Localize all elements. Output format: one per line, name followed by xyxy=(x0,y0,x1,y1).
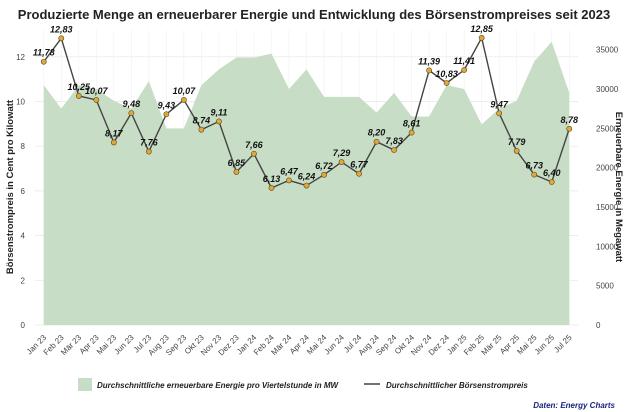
price-point xyxy=(93,97,100,103)
price-data-label: 10,07 xyxy=(85,86,109,96)
price-point xyxy=(75,93,82,99)
price-point xyxy=(58,35,65,42)
price-data-label: 7,29 xyxy=(333,148,351,158)
price-data-label: 6,13 xyxy=(263,174,281,184)
price-point xyxy=(163,111,170,118)
y-right-tick: 15000 xyxy=(596,203,619,212)
legend: Durchschnittliche erneuerbare Energie pr… xyxy=(78,378,528,391)
price-point xyxy=(513,148,520,154)
price-data-label: 9,48 xyxy=(123,99,141,109)
price-point xyxy=(566,125,573,132)
price-point xyxy=(531,171,538,178)
y-right-tick: 30000 xyxy=(596,85,619,94)
price-data-label: 10,07 xyxy=(173,86,197,96)
price-point xyxy=(251,150,257,157)
price-point xyxy=(40,58,47,65)
price-point xyxy=(548,179,555,185)
y-right-tick: 10000 xyxy=(596,242,619,251)
price-data-label: 8,17 xyxy=(105,128,124,138)
price-point xyxy=(478,34,485,41)
legend-area-label: Durchschnittliche erneuerbare Energie pr… xyxy=(97,381,340,390)
price-data-label: 8,78 xyxy=(560,115,578,125)
price-point xyxy=(110,139,117,146)
price-data-label: 7,83 xyxy=(385,136,403,146)
price-data-label: 12,85 xyxy=(470,24,494,34)
price-data-label: 6,24 xyxy=(298,172,316,182)
price-point xyxy=(391,147,397,153)
price-point xyxy=(180,97,187,103)
price-point xyxy=(338,159,345,165)
y-right-tick: 5000 xyxy=(596,282,614,291)
price-point xyxy=(303,182,310,189)
price-data-label: 12,83 xyxy=(50,24,73,34)
legend-area-swatch xyxy=(78,378,92,391)
price-data-label: 8,74 xyxy=(193,116,211,126)
price-data-label: 8,61 xyxy=(403,119,421,129)
source-note: Daten: Energy Charts xyxy=(533,401,615,410)
price-data-label: 11,78 xyxy=(33,48,55,58)
chart-title: Produzierte Menge an erneuerbarer Energi… xyxy=(18,7,610,22)
y-left-tick: 6 xyxy=(21,187,26,196)
price-point xyxy=(286,177,292,184)
price-data-label: 6,47 xyxy=(280,166,299,176)
price-data-label: 6,72 xyxy=(315,161,333,171)
price-point xyxy=(198,126,205,133)
price-point xyxy=(268,185,275,191)
price-point xyxy=(443,80,450,86)
x-tick: Jun 23 xyxy=(112,333,136,357)
y-right-axis-label: Erneuerbare Energie in Megawatt xyxy=(613,112,624,263)
price-data-label: 11,41 xyxy=(453,56,475,66)
price-data-label: 7,79 xyxy=(508,137,526,147)
price-data-label: 11,39 xyxy=(418,56,440,66)
price-data-label: 6,40 xyxy=(543,168,561,178)
y-right-tick-labels: 0 5000 10000 15000 20000 25000 30000 35000 xyxy=(596,46,619,330)
price-point xyxy=(356,170,362,177)
price-data-label: 10,25 xyxy=(68,82,92,92)
y-left-tick: 10 xyxy=(16,98,25,107)
price-data-label: 6,73 xyxy=(525,161,543,171)
x-tick: Jun 25 xyxy=(533,333,557,357)
marker-layer xyxy=(40,34,573,191)
price-point xyxy=(128,110,135,117)
y-left-tick: 4 xyxy=(21,232,26,241)
price-point xyxy=(461,67,468,73)
price-point xyxy=(408,129,415,136)
price-data-label: 7,76 xyxy=(140,138,159,148)
price-point xyxy=(373,138,380,145)
price-data-label: 9,43 xyxy=(158,100,176,110)
price-point xyxy=(216,118,222,125)
y-left-tick: 8 xyxy=(21,142,26,151)
x-tick: Jul 25 xyxy=(552,333,574,355)
legend-line-label: Durchschnittlicher Börsenstrompreis xyxy=(386,381,528,390)
y-left-tick: 0 xyxy=(21,321,26,330)
y-right-tick: 20000 xyxy=(596,164,619,173)
y-right-tick: 0 xyxy=(596,321,601,330)
price-data-label: 9,11 xyxy=(210,107,227,117)
data-label-layer: 11,7812,8310,2510,078,179,487,769,4310,0… xyxy=(33,24,578,184)
y-left-tick-labels: 0 2 4 6 8 10 12 xyxy=(16,53,25,330)
price-point xyxy=(426,67,433,74)
price-data-label: 9,47 xyxy=(490,99,509,109)
price-point xyxy=(321,171,327,178)
price-data-label: 6,85 xyxy=(228,158,247,168)
y-left-tick: 12 xyxy=(16,53,25,62)
x-tick: Jun 24 xyxy=(323,333,347,357)
y-right-tick: 35000 xyxy=(596,46,619,55)
price-data-label: 8,20 xyxy=(368,128,386,138)
price-data-label: 10,83 xyxy=(435,69,458,79)
price-point xyxy=(496,110,503,117)
price-data-label: 6,77 xyxy=(350,160,369,170)
price-point xyxy=(145,148,152,155)
y-right-tick: 25000 xyxy=(596,124,619,133)
x-tick: Mär 24 xyxy=(269,333,293,357)
y-left-axis-label: Börsenstrompreis in Cent pro Kilowatt xyxy=(5,99,16,274)
price-data-label: 7,66 xyxy=(245,140,264,150)
y-left-tick: 2 xyxy=(21,276,26,285)
price-point xyxy=(233,169,240,175)
